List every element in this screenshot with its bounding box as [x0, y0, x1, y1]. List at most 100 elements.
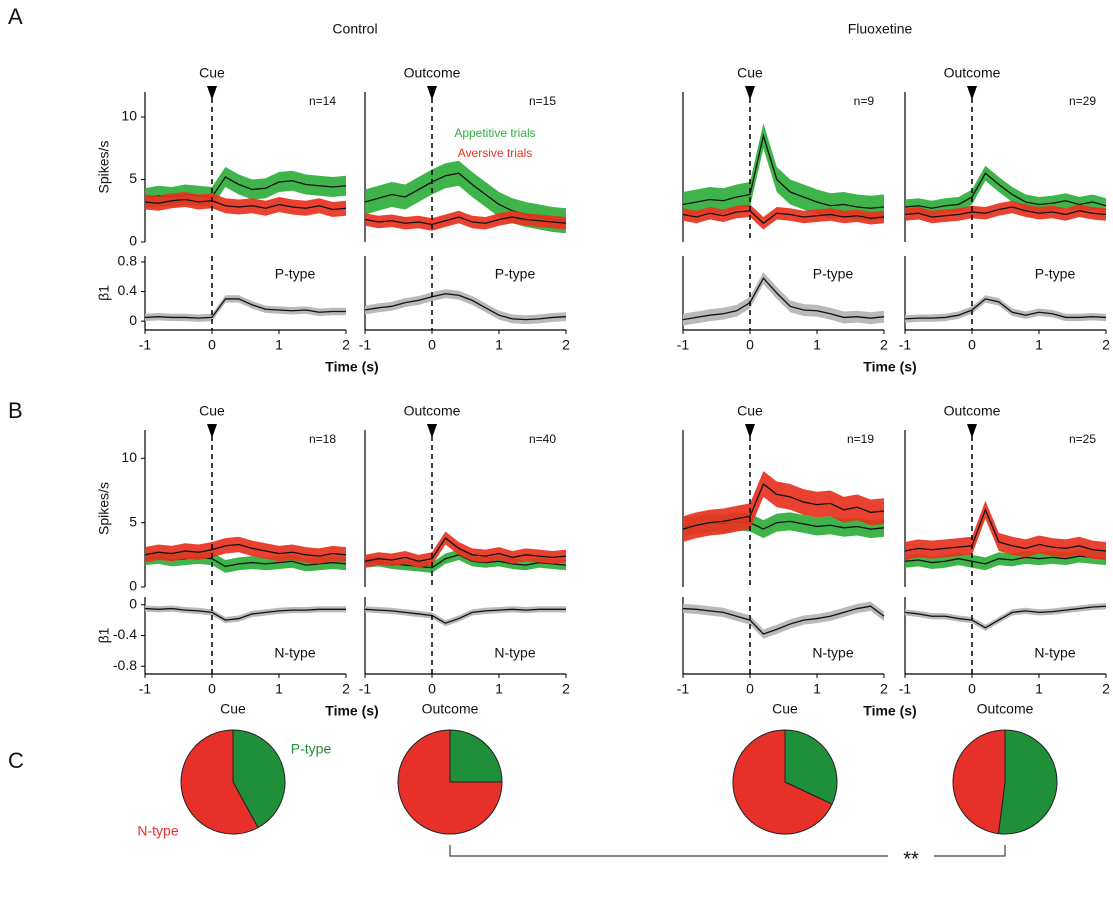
event-marker — [745, 86, 755, 100]
n-label: n=40 — [529, 432, 556, 446]
pie-slice — [232, 729, 286, 829]
x-tick-label: 2 — [880, 337, 888, 353]
n-label: n=19 — [847, 432, 874, 446]
group-title: Fluoxetine — [848, 21, 913, 37]
pie-slice — [180, 729, 259, 835]
type-label: N-type — [812, 645, 853, 661]
mean-line — [364, 293, 567, 321]
pie-slice — [997, 729, 1058, 835]
x-axis-label: Time (s) — [325, 359, 378, 375]
n-label: n=18 — [309, 432, 336, 446]
event-marker — [745, 424, 755, 438]
x-axis-label: Time (s) — [863, 703, 916, 719]
x-tick-label: -1 — [899, 681, 912, 697]
pie-label: P-type — [291, 741, 332, 757]
event-title: Cue — [199, 403, 225, 419]
event-title: Cue — [737, 403, 763, 419]
x-tick-label: 2 — [342, 337, 350, 353]
x-tick-label: 1 — [813, 337, 821, 353]
event-title: Cue — [199, 65, 225, 81]
y-tick-label: 10 — [121, 108, 137, 124]
x-axis-label: Time (s) — [863, 359, 916, 375]
x-tick-label: 1 — [1035, 337, 1043, 353]
event-title: Outcome — [404, 403, 461, 419]
error-band — [683, 471, 884, 542]
event-marker — [207, 86, 217, 100]
mean-line — [144, 298, 346, 319]
x-tick-label: 0 — [428, 337, 436, 353]
significance-bracket — [449, 845, 1006, 857]
x-tick-label: 1 — [813, 681, 821, 697]
x-tick-label: -1 — [899, 337, 912, 353]
mean-line — [364, 608, 566, 624]
mean-line — [682, 483, 885, 530]
error-band — [145, 536, 346, 564]
x-tick-label: 0 — [746, 681, 754, 697]
error-band — [365, 549, 566, 573]
error-band — [905, 603, 1106, 631]
mean-line — [904, 172, 1107, 209]
error-band — [365, 210, 566, 231]
x-tick-label: 0 — [746, 337, 754, 353]
y-axis-label: β1 — [96, 627, 112, 643]
event-title: Outcome — [944, 403, 1001, 419]
mean-line — [682, 605, 885, 635]
x-tick-label: 1 — [495, 681, 503, 697]
x-tick-label: 0 — [968, 681, 976, 697]
y-tick-label: 5 — [129, 170, 137, 186]
error-band — [145, 295, 346, 322]
group-title: Control — [332, 21, 377, 37]
x-tick-label: 1 — [495, 337, 503, 353]
y-tick-label: 0 — [129, 595, 137, 611]
event-marker — [427, 424, 437, 438]
x-tick-label: 0 — [208, 337, 216, 353]
n-label: n=29 — [1069, 94, 1096, 108]
error-band — [905, 200, 1106, 224]
pie-title: Outcome — [422, 701, 479, 717]
pie-slice — [449, 729, 503, 783]
event-marker — [967, 424, 977, 438]
y-axis-label: β1 — [96, 285, 112, 301]
x-tick-label: 2 — [342, 681, 350, 697]
error-band — [683, 601, 884, 639]
error-band — [365, 531, 566, 568]
error-band — [683, 123, 884, 221]
bracket-gap — [888, 848, 934, 864]
event-title: Cue — [737, 65, 763, 81]
event-title: Outcome — [944, 65, 1001, 81]
pie-slice — [952, 729, 1006, 835]
panel-letter: C — [8, 748, 24, 773]
error-band — [145, 192, 346, 217]
x-tick-label: 2 — [1102, 681, 1110, 697]
type-label: P-type — [275, 266, 316, 282]
pie-slice — [784, 729, 838, 805]
pie-title: Cue — [772, 701, 798, 717]
mean-line — [364, 537, 567, 562]
x-tick-label: -1 — [139, 337, 152, 353]
type-label: N-type — [494, 645, 535, 661]
pie-title: Cue — [220, 701, 246, 717]
event-marker — [967, 86, 977, 100]
x-tick-label: 1 — [275, 681, 283, 697]
y-tick-label: 0 — [129, 312, 137, 328]
type-label: N-type — [1034, 645, 1075, 661]
x-tick-label: 1 — [1035, 681, 1043, 697]
mean-line — [904, 206, 1107, 218]
y-tick-label: 5 — [129, 513, 137, 529]
mean-line — [144, 198, 347, 211]
error-band — [683, 204, 884, 230]
x-tick-label: -1 — [677, 337, 690, 353]
legend-entry: Aversive trials — [458, 146, 532, 160]
x-axis-label: Time (s) — [325, 703, 378, 719]
error-band — [365, 606, 566, 627]
error-band — [365, 289, 566, 325]
mean-line — [364, 216, 567, 226]
x-tick-label: -1 — [359, 337, 372, 353]
type-label: P-type — [495, 266, 536, 282]
y-axis-label: Spikes/s — [96, 482, 112, 535]
mean-line — [682, 210, 885, 225]
mean-line — [904, 605, 1107, 629]
y-tick-label: 0.8 — [118, 253, 138, 269]
x-tick-label: 0 — [428, 681, 436, 697]
